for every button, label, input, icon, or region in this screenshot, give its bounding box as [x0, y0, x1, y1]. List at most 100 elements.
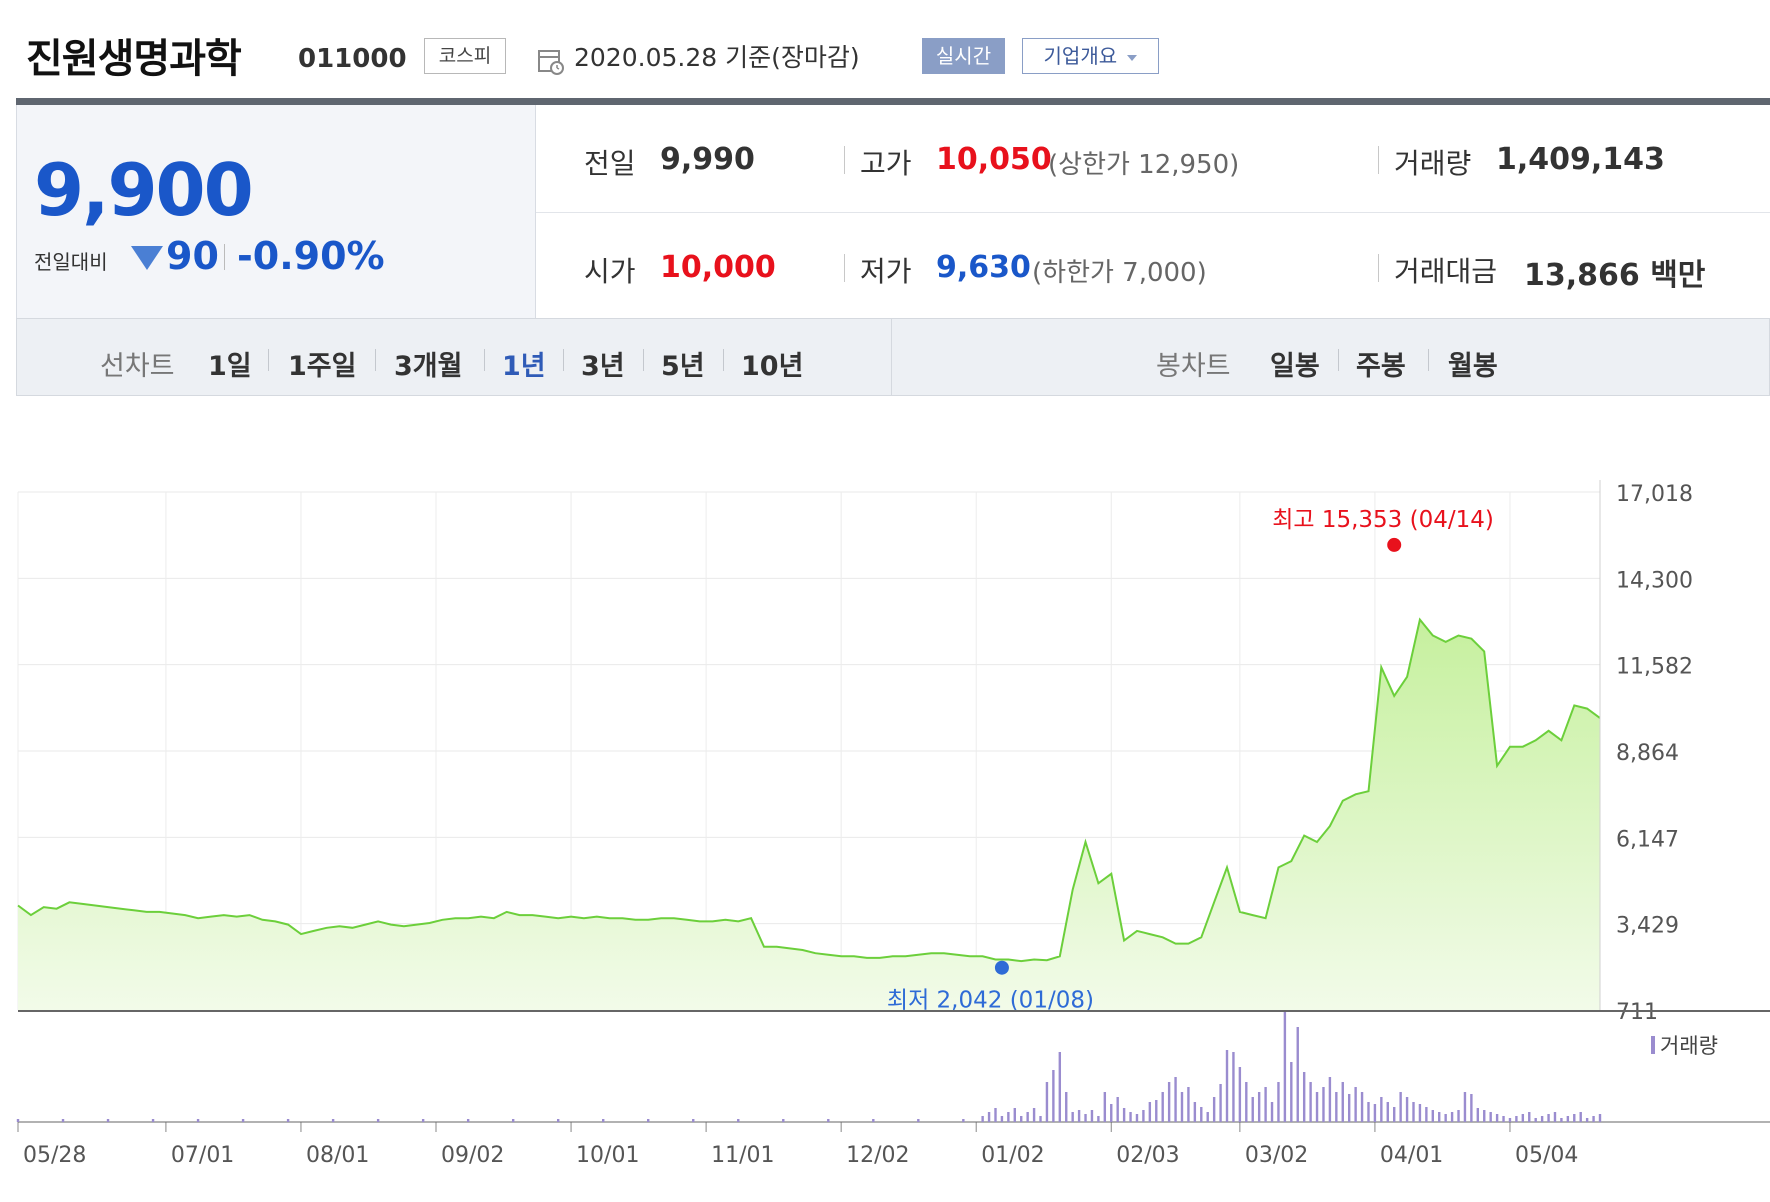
calendar-icon	[538, 50, 564, 75]
divider	[844, 146, 845, 174]
volume-bar	[1290, 1062, 1293, 1122]
volume-bar	[1058, 1052, 1062, 1122]
x-tick-label: 09/02	[441, 1143, 504, 1168]
tab-1w[interactable]: 1주일	[288, 351, 357, 382]
tab-1d[interactable]: 1일	[208, 351, 252, 382]
max-point	[1387, 537, 1402, 552]
tab-daily[interactable]: 일봉	[1270, 351, 1320, 382]
volume-bar	[61, 1119, 65, 1122]
volume-bar	[1328, 1077, 1332, 1122]
prev-close-label: 전일	[584, 147, 636, 180]
volume-bar	[1225, 1050, 1229, 1122]
volume-bar	[1174, 1077, 1177, 1122]
volume-bar	[1534, 1118, 1537, 1122]
y-tick-label: 14,300	[1616, 568, 1693, 593]
volume-legend-swatch	[1651, 1036, 1655, 1054]
volume-bar	[1155, 1100, 1158, 1122]
volume-bar	[987, 1112, 991, 1122]
volume-bar	[647, 1119, 650, 1122]
volume-bar	[241, 1119, 245, 1122]
tab-5y[interactable]: 5년	[661, 351, 705, 382]
volume-bar	[1373, 1104, 1377, 1122]
volume-bar	[1380, 1097, 1383, 1122]
volume-bar	[1579, 1112, 1582, 1122]
volume-bar	[106, 1119, 110, 1122]
volume-bar	[1148, 1102, 1152, 1122]
y-tick-label: 8,864	[1616, 741, 1679, 766]
volume-bar	[1071, 1112, 1074, 1122]
volume-bar	[1219, 1084, 1222, 1122]
stock-name: 진원생명과학	[26, 36, 242, 82]
volume-bar	[1077, 1110, 1081, 1122]
tab-1y[interactable]: 1년	[502, 351, 546, 382]
volume-bar	[1007, 1112, 1010, 1122]
volume-bar	[1489, 1112, 1492, 1122]
volume-bar	[737, 1119, 740, 1122]
volume-bar	[1450, 1112, 1454, 1122]
volume-bar	[511, 1119, 515, 1122]
volume-bar	[1495, 1114, 1499, 1122]
volume-bar	[1367, 1102, 1370, 1122]
volume-bar	[1032, 1108, 1036, 1122]
divider	[224, 244, 225, 270]
tab-monthly[interactable]: 월봉	[1448, 351, 1498, 382]
prev-close-value: 9,990	[660, 142, 755, 177]
volume-bar	[1347, 1094, 1351, 1122]
price-line	[17, 617, 1601, 963]
price-panel	[16, 105, 536, 318]
volume-bar	[1232, 1052, 1235, 1122]
volume-bar	[1483, 1110, 1486, 1122]
volume-bar	[994, 1108, 997, 1122]
tab-10y[interactable]: 10년	[741, 351, 804, 382]
tab-weekly[interactable]: 주봉	[1356, 351, 1406, 382]
y-tick-label: 17,018	[1616, 482, 1693, 507]
candle-chart-label: 봉차트	[1156, 351, 1231, 382]
y-tick-label: 711	[1616, 1000, 1658, 1025]
volume-bar	[1566, 1116, 1570, 1122]
volume-bar	[151, 1119, 155, 1122]
tab-3m[interactable]: 3개월	[394, 351, 463, 382]
volume-bar	[1585, 1118, 1589, 1122]
volume-bar	[376, 1119, 380, 1122]
volume-bar	[1598, 1114, 1602, 1122]
x-tick-label: 10/01	[576, 1143, 639, 1168]
realtime-button[interactable]: 실시간	[922, 38, 1005, 74]
volume-bar	[962, 1119, 965, 1122]
volume-bar	[782, 1119, 785, 1122]
x-tick-label: 05/04	[1515, 1143, 1578, 1168]
volume-bar	[872, 1119, 875, 1122]
volume-bar	[1122, 1108, 1126, 1122]
volume-bar	[1309, 1082, 1312, 1122]
top-border	[16, 98, 1770, 105]
divider	[1378, 254, 1379, 282]
divider	[536, 212, 1770, 213]
volume-bar	[1521, 1114, 1525, 1122]
x-tick-label: 07/01	[171, 1143, 234, 1168]
y-tick-label: 11,582	[1616, 655, 1693, 680]
volume-bar	[1026, 1112, 1029, 1122]
divider	[268, 349, 269, 371]
volume-bar	[1000, 1116, 1004, 1122]
volume-bar	[1084, 1114, 1087, 1122]
open-value: 10,000	[660, 250, 776, 285]
divider	[1378, 146, 1379, 174]
tab-3y[interactable]: 3년	[581, 351, 625, 382]
upper-limit: (상한가 12,950)	[1048, 150, 1240, 180]
volume-bar	[1463, 1092, 1467, 1122]
trade-value: 13,866 백만	[1524, 258, 1706, 293]
volume-bar	[1399, 1092, 1402, 1122]
change-label: 전일대비	[34, 250, 108, 274]
volume-bar	[1354, 1087, 1357, 1122]
volume-bar	[1547, 1114, 1550, 1122]
volume-bar	[1013, 1108, 1016, 1122]
volume-bar	[1470, 1094, 1473, 1122]
company-overview-label: 기업개요	[1043, 44, 1118, 68]
divider	[1428, 349, 1429, 371]
high-value: 10,050	[936, 142, 1052, 177]
volume-bar	[286, 1119, 290, 1122]
volume-bar	[917, 1119, 920, 1122]
divider	[891, 318, 892, 396]
volume-bar	[1425, 1107, 1428, 1122]
company-overview-button[interactable]: 기업개요	[1022, 38, 1159, 74]
chart-tabs-bar	[16, 318, 1770, 396]
